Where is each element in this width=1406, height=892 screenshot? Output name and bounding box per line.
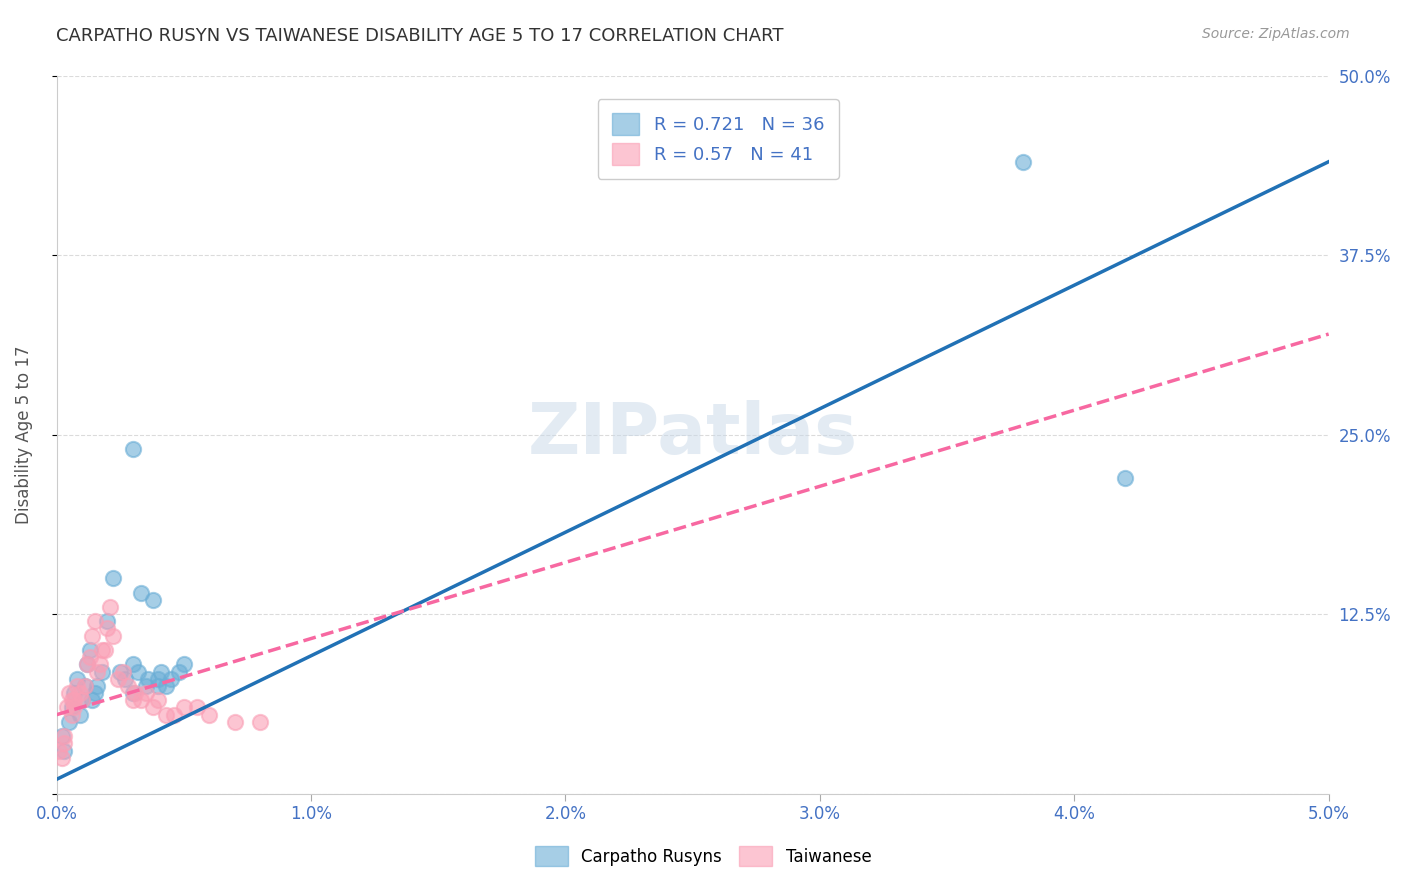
Point: [91, 643, 114, 657]
Point: [101, 629, 124, 643]
Point: [101, 571, 124, 585]
Point: [94, 643, 117, 657]
Point: [96, 615, 118, 629]
Point: [58, 714, 80, 729]
Point: [173, 657, 195, 672]
Point: [53, 736, 76, 750]
Point: [53, 729, 76, 743]
Point: [56, 700, 79, 714]
Text: Source: ZipAtlas.com: Source: ZipAtlas.com: [1202, 27, 1350, 41]
Point: [135, 679, 157, 693]
Point: [51, 751, 73, 765]
Point: [107, 672, 129, 686]
Point: [98, 599, 121, 614]
Point: [224, 714, 246, 729]
Point: [91, 665, 114, 679]
Point: [66, 679, 89, 693]
Point: [76, 657, 98, 672]
Legend: R = 0.721   N = 36, R = 0.57   N = 41: R = 0.721 N = 36, R = 0.57 N = 41: [598, 99, 838, 179]
Point: [122, 693, 145, 707]
Point: [167, 665, 190, 679]
Point: [155, 679, 177, 693]
Point: [198, 707, 221, 722]
Point: [58, 686, 80, 700]
Text: CARPATHO RUSYN VS TAIWANESE DISABILITY AGE 5 TO 17 CORRELATION CHART: CARPATHO RUSYN VS TAIWANESE DISABILITY A…: [56, 27, 783, 45]
Point: [117, 679, 139, 693]
Point: [162, 707, 184, 722]
Point: [122, 657, 145, 672]
Point: [149, 665, 172, 679]
Point: [129, 585, 152, 599]
Point: [60, 707, 83, 722]
Point: [60, 693, 83, 707]
Point: [83, 615, 105, 629]
Point: [48, 743, 70, 757]
Legend: Carpatho Rusyns, Taiwanese: Carpatho Rusyns, Taiwanese: [526, 838, 880, 875]
Point: [122, 686, 145, 700]
Point: [86, 679, 108, 693]
Point: [148, 693, 170, 707]
Point: [1012, 154, 1035, 169]
Point: [124, 686, 146, 700]
Y-axis label: Disability Age 5 to 17: Disability Age 5 to 17: [15, 345, 32, 524]
Point: [148, 672, 170, 686]
Point: [63, 700, 86, 714]
Point: [73, 679, 96, 693]
Point: [89, 657, 111, 672]
Point: [111, 665, 134, 679]
Point: [53, 743, 76, 757]
Point: [142, 700, 165, 714]
Point: [51, 729, 73, 743]
Point: [135, 686, 157, 700]
Point: [249, 714, 271, 729]
Point: [63, 693, 86, 707]
Point: [66, 672, 89, 686]
Point: [79, 650, 101, 665]
Point: [1114, 471, 1136, 485]
Point: [114, 672, 136, 686]
Point: [82, 629, 104, 643]
Point: [136, 672, 159, 686]
Text: ZIPatlas: ZIPatlas: [527, 401, 858, 469]
Point: [69, 707, 91, 722]
Point: [96, 622, 118, 636]
Point: [127, 665, 149, 679]
Point: [160, 672, 183, 686]
Point: [110, 665, 132, 679]
Point: [70, 693, 93, 707]
Point: [60, 700, 83, 714]
Point: [76, 657, 98, 672]
Point: [173, 700, 195, 714]
Point: [186, 700, 208, 714]
Point: [148, 679, 170, 693]
Point: [122, 442, 145, 456]
Point: [70, 693, 93, 707]
Point: [142, 592, 165, 607]
Point: [63, 686, 86, 700]
Point: [155, 707, 177, 722]
Point: [83, 686, 105, 700]
Point: [73, 679, 96, 693]
Point: [86, 665, 108, 679]
Point: [69, 686, 91, 700]
Point: [79, 643, 101, 657]
Point: [129, 693, 152, 707]
Point: [82, 693, 104, 707]
